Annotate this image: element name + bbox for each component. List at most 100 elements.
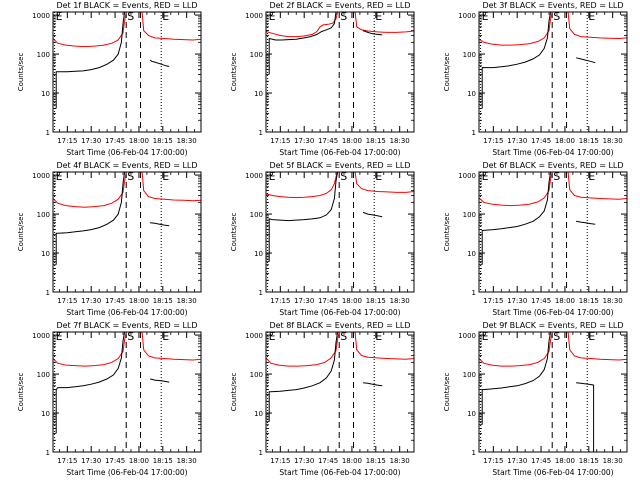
- lld-rate-line: [141, 172, 201, 202]
- events-rate-line: [576, 382, 595, 452]
- marker-label: E: [56, 330, 63, 343]
- y-tick-label: 1000: [32, 332, 50, 340]
- x-tick-label: 18:15: [366, 297, 386, 305]
- x-axis-label: Start Time (06-Feb-04 17:00:00): [66, 308, 187, 317]
- events-rate-line: [363, 382, 383, 387]
- panel-title: Det 2f BLACK = Events, RED = LLD: [269, 1, 410, 10]
- y-tick-label: 1000: [32, 12, 50, 20]
- y-tick-label: 1: [472, 129, 476, 137]
- events-rate-line: [268, 332, 339, 422]
- x-tick-label: 17:45: [318, 457, 338, 465]
- y-axis-label: Counts/sec: [230, 213, 238, 252]
- x-tick-label: 17:30: [294, 137, 314, 145]
- y-tick-label: 1000: [245, 172, 263, 180]
- x-tick-label: 17:15: [483, 297, 503, 305]
- x-tick-label: 18:00: [342, 457, 362, 465]
- y-tick-label: 1: [259, 449, 263, 457]
- x-tick-label: 17:30: [294, 297, 314, 305]
- events-rate-line: [481, 332, 552, 425]
- marker-label: E: [482, 330, 489, 343]
- panel-title: Det 1f BLACK = Events, RED = LLD: [56, 1, 197, 10]
- series-group: [53, 332, 201, 434]
- x-tick-label: 18:15: [153, 457, 173, 465]
- lld-rate-line: [53, 172, 127, 208]
- panel-title: Det 9f BLACK = Events, RED = LLD: [482, 321, 623, 330]
- x-axis-label: Start Time (06-Feb-04 17:00:00): [66, 468, 187, 477]
- y-axis-label: Counts/sec: [443, 53, 451, 92]
- y-tick-label: 100: [250, 211, 263, 219]
- plot-frame: [52, 171, 202, 293]
- x-tick-label: 17:15: [57, 137, 77, 145]
- marker-label: E: [162, 170, 169, 183]
- marker-label: E: [162, 10, 169, 23]
- marker-label: E: [482, 10, 489, 23]
- x-tick-label: 17:30: [507, 137, 527, 145]
- events-rate-line: [268, 12, 337, 75]
- detector-panel: Det 8f BLACK = Events, RED = LLD Start Ti…: [230, 321, 415, 477]
- series-group: [479, 332, 627, 452]
- marker-label: E: [482, 170, 489, 183]
- marker-label: S: [340, 170, 347, 183]
- y-tick-label: 10: [41, 250, 50, 258]
- x-tick-label: 18:15: [579, 137, 599, 145]
- x-tick-label: 18:15: [366, 137, 386, 145]
- series-group: [266, 172, 414, 262]
- marker-label: E: [269, 330, 276, 343]
- marker-label: E: [56, 170, 63, 183]
- lld-rate-line: [141, 332, 201, 361]
- lld-rate-line: [479, 12, 553, 46]
- plot-frame: [265, 171, 415, 293]
- lld-rate-line: [266, 12, 339, 38]
- marker-label: E: [269, 10, 276, 23]
- y-tick-label: 1: [259, 129, 263, 137]
- y-axis-label: Counts/sec: [17, 213, 25, 252]
- marker-label: E: [588, 330, 595, 343]
- lld-rate-line: [141, 12, 201, 41]
- y-tick-label: 10: [41, 90, 50, 98]
- panel-title: Det 4f BLACK = Events, RED = LLD: [56, 161, 197, 170]
- series-group: [53, 172, 201, 265]
- y-tick-label: 1: [46, 129, 50, 137]
- y-axis-label: Counts/sec: [443, 213, 451, 252]
- x-tick-label: 17:15: [483, 457, 503, 465]
- events-rate-line: [481, 12, 552, 109]
- x-tick-label: 18:15: [153, 297, 173, 305]
- marker-label: S: [127, 10, 134, 23]
- x-tick-label: 17:15: [57, 297, 77, 305]
- panel-title: Det 8f BLACK = Events, RED = LLD: [269, 321, 410, 330]
- marker-label: E: [375, 10, 382, 23]
- y-axis-label: Counts/sec: [230, 53, 238, 92]
- x-tick-label: 17:30: [507, 457, 527, 465]
- x-tick-label: 18:30: [177, 137, 197, 145]
- y-tick-label: 1: [46, 449, 50, 457]
- panel-title: Det 5f BLACK = Events, RED = LLD: [269, 161, 410, 170]
- x-tick-label: 18:30: [390, 137, 410, 145]
- y-tick-label: 1: [259, 289, 263, 297]
- x-tick-label: 18:00: [555, 297, 575, 305]
- events-rate-line: [481, 172, 552, 265]
- x-tick-label: 18:15: [579, 297, 599, 305]
- y-tick-label: 10: [41, 410, 50, 418]
- x-tick-label: 17:15: [270, 457, 290, 465]
- x-tick-label: 17:15: [57, 457, 77, 465]
- marker-label: S: [127, 170, 134, 183]
- y-tick-label: 1: [46, 289, 50, 297]
- events-rate-line: [575, 57, 596, 64]
- y-tick-label: 10: [254, 410, 263, 418]
- x-tick-label: 18:30: [603, 297, 623, 305]
- events-rate-line: [149, 378, 170, 383]
- x-tick-label: 17:30: [81, 137, 101, 145]
- x-tick-label: 18:30: [603, 457, 623, 465]
- marker-label: S: [340, 10, 347, 23]
- plot-frame: [478, 171, 628, 293]
- series-group: [53, 12, 201, 109]
- x-tick-label: 17:45: [531, 137, 551, 145]
- series-group: [266, 12, 414, 75]
- x-tick-label: 17:45: [105, 457, 125, 465]
- x-axis-label: Start Time (06-Feb-04 17:00:00): [279, 308, 400, 317]
- detector-panel: Det 7f BLACK = Events, RED = LLD Start Ti…: [17, 321, 202, 477]
- lld-rate-line: [266, 172, 339, 199]
- x-tick-label: 18:00: [342, 297, 362, 305]
